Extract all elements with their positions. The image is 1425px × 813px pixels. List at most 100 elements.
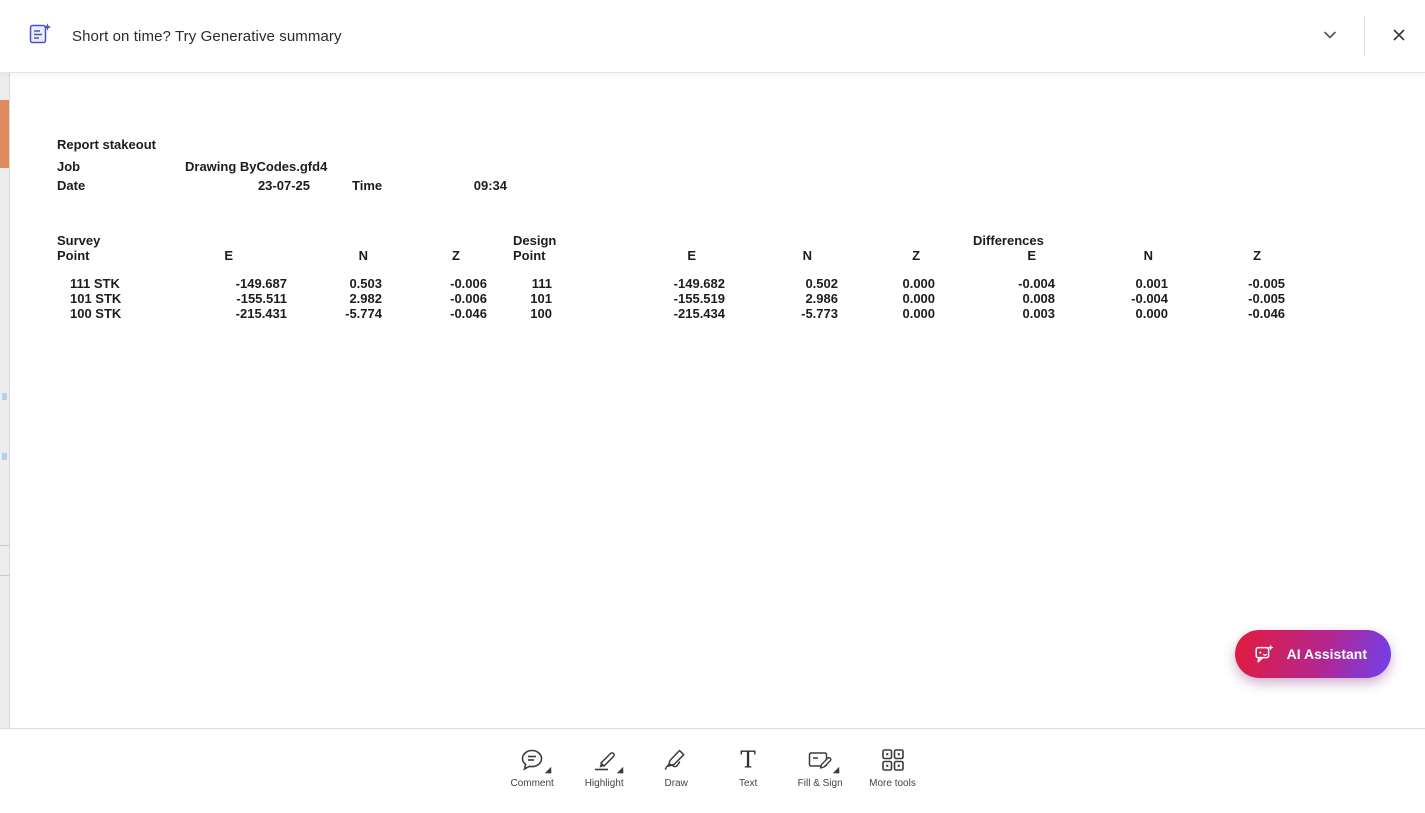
table-group-header: Differences — [973, 233, 1044, 248]
table-cell: -0.005 — [1248, 276, 1286, 291]
table-column-header: E — [1027, 248, 1037, 263]
table-column-header: N — [358, 248, 368, 263]
table-cell: 100 — [530, 306, 552, 321]
table-cell: 0.000 — [902, 276, 936, 291]
date-line: Date 23-07-25 Time 09:34 — [57, 178, 1297, 193]
caret-down-icon — [616, 766, 624, 774]
table-cell: -149.687 — [235, 276, 287, 291]
table-cell: 0.008 — [1022, 291, 1056, 306]
tool-label: More tools — [869, 778, 916, 789]
table-cell: -0.046 — [450, 306, 487, 321]
table-cell: 0.503 — [349, 276, 382, 291]
job-line: Job Drawing ByCodes.gfd4 — [57, 159, 1297, 174]
table-column-header-row: Point E N Z Point E N Z E N Z — [57, 248, 1285, 263]
table-cell: -0.006 — [450, 291, 487, 306]
table-body: 111 STK -149.687 0.503 -0.006 111 -149.682 0.5… — [57, 263, 1285, 321]
more-tools-icon — [878, 745, 908, 775]
table-cell: 2.982 — [349, 291, 382, 306]
draw-icon — [661, 745, 691, 775]
table-cell: -215.434 — [673, 306, 725, 321]
ai-assistant-button[interactable]: AI Assistant — [1234, 630, 1391, 678]
table-cell: 100 STK — [70, 306, 122, 321]
vertical-divider — [1364, 16, 1365, 56]
date-label: Date — [57, 178, 86, 193]
ai-assistant-label: AI Assistant — [1286, 646, 1367, 662]
table-cell: -155.511 — [236, 291, 287, 306]
date-value: 23-07-25 — [257, 178, 310, 193]
report-title: Report stakeout — [57, 137, 156, 152]
chevron-down-icon — [1321, 26, 1339, 47]
table-cell: 0.000 — [1135, 306, 1169, 321]
table-cell: -0.004 — [1018, 276, 1056, 291]
tool-draw[interactable]: Draw — [653, 745, 699, 789]
table-column-header: E — [687, 248, 696, 263]
banner-collapse-button[interactable] — [1310, 16, 1350, 56]
document-page: Report stakeout Job Drawing ByCodes.gfd4… — [10, 73, 1425, 729]
table-cell: 0.001 — [1135, 276, 1169, 291]
table-cell: 101 STK — [70, 291, 122, 306]
tool-label: Draw — [664, 778, 688, 789]
table-cell: 111 STK — [70, 276, 120, 291]
bottom-toolbar: Comment Highlight Draw T Text Fill & Sign More… — [0, 729, 1425, 790]
time-value: 09:34 — [473, 178, 507, 193]
highlight-icon — [589, 745, 624, 775]
quick-tools-bar: Comment Highlight Draw T Text Fill & Sign More… — [0, 728, 1425, 813]
table-cell: 0.003 — [1022, 306, 1056, 321]
left-panel-edge[interactable] — [0, 73, 10, 729]
table-cell: 101 — [530, 291, 552, 306]
table-column-header: Z — [452, 248, 460, 263]
job-label: Job — [57, 159, 81, 174]
table-cell: -0.006 — [450, 276, 487, 291]
left-panel-tick — [2, 393, 7, 400]
table-row: 101 STK -155.511 2.982 -0.006 101 -155.519 2.9… — [57, 291, 1285, 306]
tool-label: Fill & Sign — [797, 778, 843, 789]
generative-summary-icon — [28, 22, 52, 51]
tool-label: Comment — [510, 778, 554, 789]
table-cell: 111 — [531, 276, 552, 291]
chat-sparkle-icon — [1253, 643, 1275, 665]
table-cell: -5.773 — [801, 306, 838, 321]
caret-down-icon — [544, 766, 552, 774]
banner-controls — [1310, 16, 1425, 56]
banner-text: Short on time? Try Generative summary — [72, 27, 342, 45]
table-column-header: E — [224, 248, 233, 263]
left-panel-divider — [0, 545, 9, 546]
table-column-header: Point — [57, 248, 90, 263]
table-cell: -155.519 — [673, 291, 725, 306]
left-panel-divider — [0, 575, 9, 576]
tool-highlight[interactable]: Highlight — [581, 745, 627, 789]
table-column-header: N — [1143, 248, 1154, 263]
table-cell: -0.046 — [1248, 306, 1286, 321]
tool-fill-sign[interactable]: Fill & Sign — [797, 745, 843, 789]
text-icon: T — [733, 745, 763, 775]
table-group-header: Design — [513, 233, 557, 248]
tool-text[interactable]: T Text — [725, 745, 771, 790]
table-column-header: N — [802, 248, 812, 263]
table-cell: 0.000 — [902, 306, 936, 321]
left-panel-marker — [0, 100, 9, 168]
table-cell: 2.986 — [805, 291, 838, 306]
fill-sign-icon — [805, 745, 840, 775]
table-cell: -5.774 — [345, 306, 382, 321]
banner-close-button[interactable] — [1379, 16, 1419, 56]
table-column-header: Z — [1253, 248, 1262, 263]
generative-summary-banner: Short on time? Try Generative summary — [0, 0, 1425, 72]
time-label: Time — [352, 178, 383, 193]
table-cell: -0.004 — [1131, 291, 1169, 306]
tool-more-tools[interactable]: More tools — [869, 745, 916, 789]
job-value: Drawing ByCodes.gfd4 — [185, 159, 328, 174]
table-group-header-row: Survey Design Differences — [57, 233, 1285, 248]
caret-down-icon — [832, 766, 840, 774]
tool-label: Highlight — [584, 778, 624, 789]
table-column-header: Z — [912, 248, 921, 263]
tool-comment[interactable]: Comment — [509, 745, 555, 789]
close-icon — [1390, 26, 1408, 47]
comment-icon — [517, 745, 552, 775]
table-group-header: Survey — [57, 233, 101, 248]
table-cell: 0.502 — [805, 276, 838, 291]
table-cell: 0.000 — [902, 291, 936, 306]
table-cell: -0.005 — [1248, 291, 1286, 306]
banner-left: Short on time? Try Generative summary — [0, 22, 342, 51]
table-column-header: Point — [513, 248, 546, 263]
